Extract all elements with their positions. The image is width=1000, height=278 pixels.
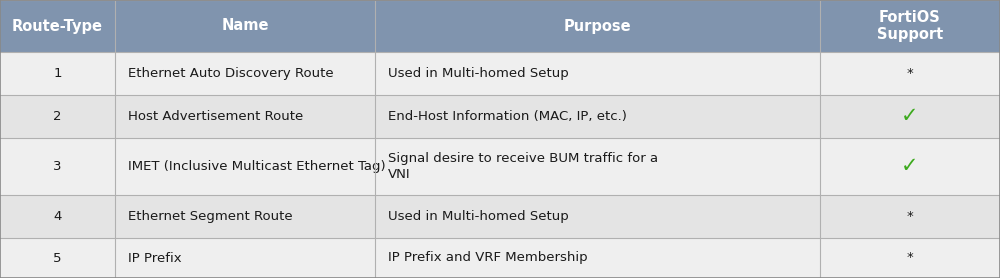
Bar [115, 52, 375, 95]
Bar [375, 138, 820, 195]
Text: Host Advertisement Route: Host Advertisement Route [128, 110, 303, 123]
Text: Purpose: Purpose [564, 19, 631, 34]
Bar [115, 238, 375, 278]
Bar [820, 138, 1000, 195]
Text: *: * [907, 67, 913, 80]
Text: 4: 4 [53, 210, 62, 223]
Bar [115, 138, 375, 195]
Text: Used in Multi-homed Setup: Used in Multi-homed Setup [388, 210, 569, 223]
Bar [375, 52, 820, 95]
Bar [115, 0, 375, 52]
Bar [375, 95, 820, 138]
Text: FortiOS
Support: FortiOS Support [877, 9, 943, 43]
Text: IMET (Inclusive Multicast Ethernet Tag): IMET (Inclusive Multicast Ethernet Tag) [128, 160, 386, 173]
Text: Name: Name [221, 19, 269, 34]
Bar [115, 195, 375, 238]
Text: IP Prefix: IP Prefix [128, 252, 182, 264]
Text: Ethernet Segment Route: Ethernet Segment Route [128, 210, 293, 223]
Text: *: * [907, 210, 913, 223]
Text: Route-Type: Route-Type [12, 19, 103, 34]
Bar [0, 52, 115, 95]
Bar [0, 138, 115, 195]
Bar [820, 0, 1000, 52]
Bar [820, 238, 1000, 278]
Text: Signal desire to receive BUM traffic for a
VNI: Signal desire to receive BUM traffic for… [388, 152, 658, 181]
Text: *: * [907, 252, 913, 264]
Bar [820, 52, 1000, 95]
Text: IP Prefix and VRF Membership: IP Prefix and VRF Membership [388, 252, 588, 264]
Text: ✓: ✓ [901, 157, 919, 177]
Text: End-Host Information (MAC, IP, etc.): End-Host Information (MAC, IP, etc.) [388, 110, 627, 123]
Text: 3: 3 [53, 160, 62, 173]
Text: 2: 2 [53, 110, 62, 123]
Bar [375, 0, 820, 52]
Bar [375, 238, 820, 278]
Bar [0, 95, 115, 138]
Text: Ethernet Auto Discovery Route: Ethernet Auto Discovery Route [128, 67, 334, 80]
Text: 5: 5 [53, 252, 62, 264]
Text: 1: 1 [53, 67, 62, 80]
Text: Used in Multi-homed Setup: Used in Multi-homed Setup [388, 67, 569, 80]
Bar [0, 195, 115, 238]
Bar [0, 0, 115, 52]
Bar [115, 95, 375, 138]
Bar [820, 195, 1000, 238]
Bar [820, 95, 1000, 138]
Bar [0, 238, 115, 278]
Bar [375, 195, 820, 238]
Text: ✓: ✓ [901, 106, 919, 126]
